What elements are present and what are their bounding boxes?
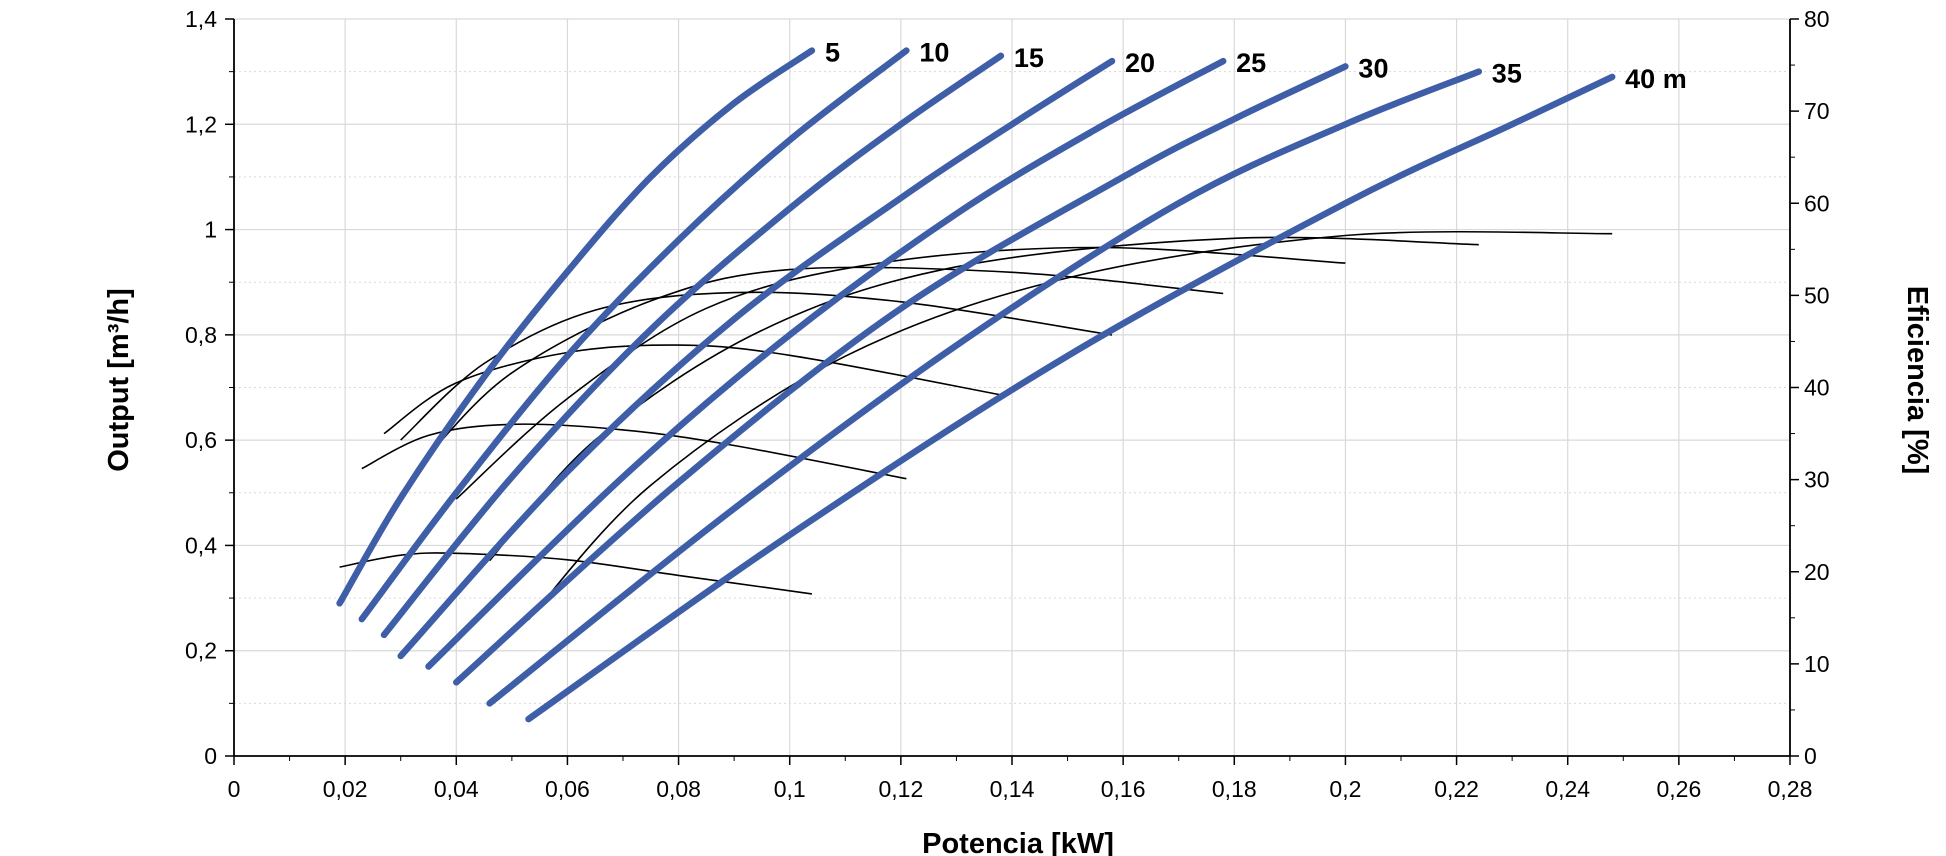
x-axis-ticks: 0 0,02 0,04 0,06 0,08 0,1 0,12 0,14 0,16 0,18 0,2 0… <box>228 756 1813 802</box>
efficiency-curve <box>339 552 813 595</box>
y-axis-title: Output [m³/h] <box>103 288 135 472</box>
curve-label: 25 <box>1236 48 1266 78</box>
output-curve <box>397 57 1116 660</box>
y-tick-label: 0,8 <box>185 322 217 348</box>
x-tick-label: 0,2 <box>1329 776 1361 802</box>
efficiency-curve <box>527 230 1613 621</box>
efficiency-curve <box>455 246 1346 500</box>
curve-labels: 5 10 15 20 25 30 35 40 m <box>825 38 1687 94</box>
curve-label: 35 <box>1492 59 1522 89</box>
y2-tick-label: 40 <box>1804 375 1830 401</box>
output-curve <box>486 68 1483 707</box>
x-tick-label: 0,08 <box>656 776 701 802</box>
x-tick-label: 0,24 <box>1545 776 1590 802</box>
x-tick-label: 0,22 <box>1434 776 1479 802</box>
y2-axis-title: Eficiencia [%] <box>1901 286 1933 475</box>
output-curve <box>525 73 1616 723</box>
x-tick-label: 0,02 <box>323 776 368 802</box>
efficiency-curve <box>383 344 1002 435</box>
y-tick-label: 1,4 <box>185 6 217 32</box>
y-tick-label: 0 <box>204 743 217 769</box>
efficiency-curve <box>361 423 907 480</box>
x-tick-label: 0,1 <box>774 776 806 802</box>
x-tick-label: 0 <box>228 776 241 802</box>
output-curve <box>380 52 1005 639</box>
curve-label: 40 m <box>1625 64 1687 94</box>
curve-label: 5 <box>825 38 840 68</box>
y2-tick-label: 80 <box>1804 6 1830 32</box>
y2-tick-label: 10 <box>1804 651 1830 677</box>
x-tick-label: 0,28 <box>1768 776 1813 802</box>
output-curve <box>453 63 1349 686</box>
y-axis-ticks: 0 0,2 0,4 0,6 0,8 1 1,2 1,4 <box>185 6 234 769</box>
x-tick-label: 0,14 <box>990 776 1035 802</box>
x-tick-label: 0,18 <box>1212 776 1257 802</box>
y2-tick-label: 20 <box>1804 559 1830 585</box>
y-tick-label: 0,4 <box>185 532 217 558</box>
output-curve <box>425 57 1227 670</box>
y-tick-label: 1,2 <box>185 111 217 137</box>
curve-label: 30 <box>1358 53 1388 83</box>
curve-label: 10 <box>919 38 949 68</box>
output-curve <box>358 47 910 623</box>
x-tick-label: 0,16 <box>1101 776 1146 802</box>
output-curve <box>336 47 816 607</box>
y2-tick-label: 50 <box>1804 282 1830 308</box>
curve-label: 15 <box>1014 43 1044 73</box>
x-tick-label: 0,12 <box>878 776 923 802</box>
x-axis-title: Potencia [kW] <box>922 828 1114 856</box>
x-tick-label: 0,04 <box>434 776 479 802</box>
x-tick-label: 0,26 <box>1656 776 1701 802</box>
y-tick-label: 0,6 <box>185 427 217 453</box>
y2-axis-ticks: 0 10 20 30 40 50 60 70 80 <box>1790 6 1830 769</box>
x-tick-label: 0,06 <box>545 776 590 802</box>
y-tick-label: 1 <box>204 217 217 243</box>
y2-tick-label: 70 <box>1804 98 1830 124</box>
y2-tick-label: 30 <box>1804 467 1830 493</box>
output-series <box>336 47 1616 723</box>
y2-tick-label: 60 <box>1804 190 1830 216</box>
y2-tick-label: 0 <box>1804 743 1817 769</box>
curve-label: 20 <box>1125 48 1155 78</box>
y-tick-label: 0,2 <box>185 638 217 664</box>
